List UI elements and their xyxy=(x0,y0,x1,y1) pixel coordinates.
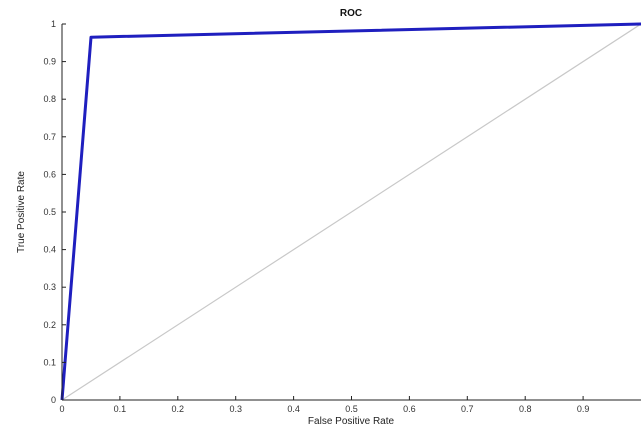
y-ticks: 0 0.1 0.2 0.3 0.4 0.5 0.6 0.7 0.8 0.9 1 xyxy=(43,19,66,405)
y-tick-label: 0.5 xyxy=(43,207,56,217)
y-tick-label: 0.7 xyxy=(43,132,56,142)
x-tick-label: 0.4 xyxy=(287,404,300,414)
y-tick-label: 0.9 xyxy=(43,57,56,67)
x-ticks: 0 0.1 0.2 0.3 0.4 0.5 0.6 0.7 0.8 0.9 xyxy=(59,396,589,414)
y-axis-label: True Positive Rate xyxy=(16,171,27,253)
x-tick-label: 0.5 xyxy=(345,404,358,414)
chart-title: ROC xyxy=(340,8,362,19)
y-tick-label: 0.3 xyxy=(43,282,56,292)
x-tick-label: 0.1 xyxy=(114,404,127,414)
y-tick-label: 0.4 xyxy=(43,245,56,255)
y-tick-label: 0.1 xyxy=(43,357,56,367)
y-tick-label: 0.2 xyxy=(43,320,56,330)
x-tick-label: 0.9 xyxy=(577,404,590,414)
y-tick-label: 0 xyxy=(51,395,56,405)
x-tick-label: 0.8 xyxy=(519,404,532,414)
x-tick-label: 0.6 xyxy=(403,404,416,414)
x-tick-label: 0.3 xyxy=(229,404,242,414)
x-tick-label: 0 xyxy=(59,404,64,414)
x-tick-label: 0.2 xyxy=(172,404,185,414)
y-tick-label: 0.6 xyxy=(43,169,56,179)
series-layer xyxy=(60,22,641,401)
y-tick-label: 1 xyxy=(51,19,56,29)
x-axis-label: False Positive Rate xyxy=(308,416,395,427)
roc-curve-line xyxy=(60,22,641,401)
chance-diagonal-line xyxy=(61,23,641,401)
y-tick-label: 0.8 xyxy=(43,94,56,104)
x-tick-label: 0.7 xyxy=(461,404,474,414)
